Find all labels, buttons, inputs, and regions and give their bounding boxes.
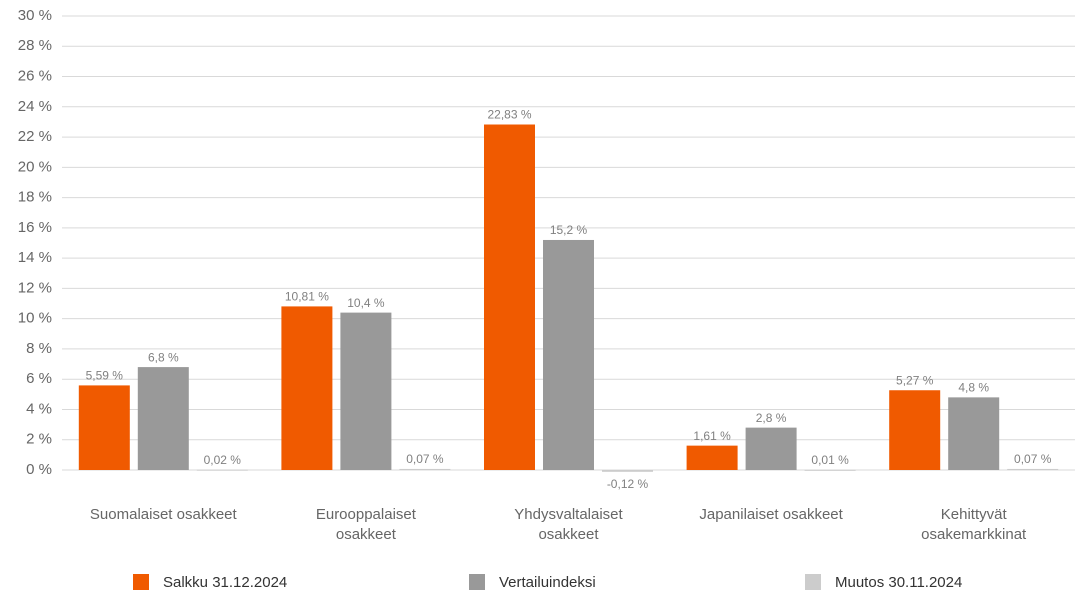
y-tick-label: 22 % (18, 128, 52, 145)
y-tick-label: 30 % (18, 7, 52, 24)
y-tick-label: 4 % (26, 400, 52, 417)
bar (804, 469, 856, 471)
y-tick-label: 18 % (18, 189, 52, 206)
value-label: 10,4 % (347, 296, 385, 310)
y-tick-label: 14 % (18, 249, 52, 266)
bar (889, 390, 941, 470)
bar (78, 385, 130, 470)
value-label: 10,81 % (285, 290, 329, 304)
x-tick-label: Japanilaiset osakkeet (699, 506, 843, 523)
legend-swatch (805, 574, 821, 590)
value-label: 22,83 % (487, 108, 531, 122)
value-label: -0,12 % (607, 477, 649, 491)
bar (948, 397, 1000, 470)
bar (196, 469, 248, 471)
y-tick-label: 8 % (26, 340, 52, 357)
bar (137, 367, 189, 470)
bar (686, 445, 738, 470)
value-label: 1,61 % (693, 429, 731, 443)
legend-label: Muutos 30.11.2024 (835, 574, 962, 591)
bar (602, 470, 653, 472)
bar (484, 124, 535, 471)
bar (745, 427, 797, 470)
y-tick-label: 24 % (18, 98, 52, 115)
value-label: 0,01 % (811, 453, 849, 467)
value-label: 15,2 % (550, 223, 588, 237)
value-label: 5,27 % (896, 373, 934, 387)
y-tick-label: 12 % (18, 279, 52, 296)
legend-swatch (133, 574, 149, 590)
x-tick-label: Yhdysvaltalaiset osakkeet (514, 506, 623, 543)
bar (340, 312, 392, 470)
x-tick-label: Suomalaiset osakkeet (89, 506, 237, 523)
legend-label: Vertailuindeksi (499, 574, 596, 591)
value-label: 2,8 % (756, 411, 787, 425)
bar (399, 468, 451, 470)
bar (543, 239, 594, 470)
y-tick-label: 0 % (26, 461, 52, 478)
bar (281, 306, 333, 470)
legend-label: Salkku 31.12.2024 (163, 574, 287, 591)
y-tick-label: 16 % (18, 219, 52, 236)
bar (1007, 468, 1059, 470)
y-tick-label: 6 % (26, 370, 52, 387)
value-label: 0,07 % (406, 452, 444, 466)
y-tick-label: 20 % (18, 158, 52, 175)
value-label: 0,02 % (204, 453, 242, 467)
value-label: 4,8 % (958, 381, 989, 395)
y-tick-label: 28 % (18, 37, 52, 54)
y-tick-label: 10 % (18, 310, 52, 327)
legend-swatch (469, 574, 485, 590)
x-tick-label: Eurooppalaiset osakkeet (315, 506, 416, 543)
y-tick-label: 2 % (26, 431, 52, 448)
value-label: 6,8 % (148, 350, 179, 364)
value-label: 0,07 % (1014, 452, 1052, 466)
value-label: 5,59 % (86, 369, 124, 383)
x-tick-label: Kehittyvät osakemarkkinat (921, 506, 1027, 543)
y-tick-label: 26 % (18, 68, 52, 85)
